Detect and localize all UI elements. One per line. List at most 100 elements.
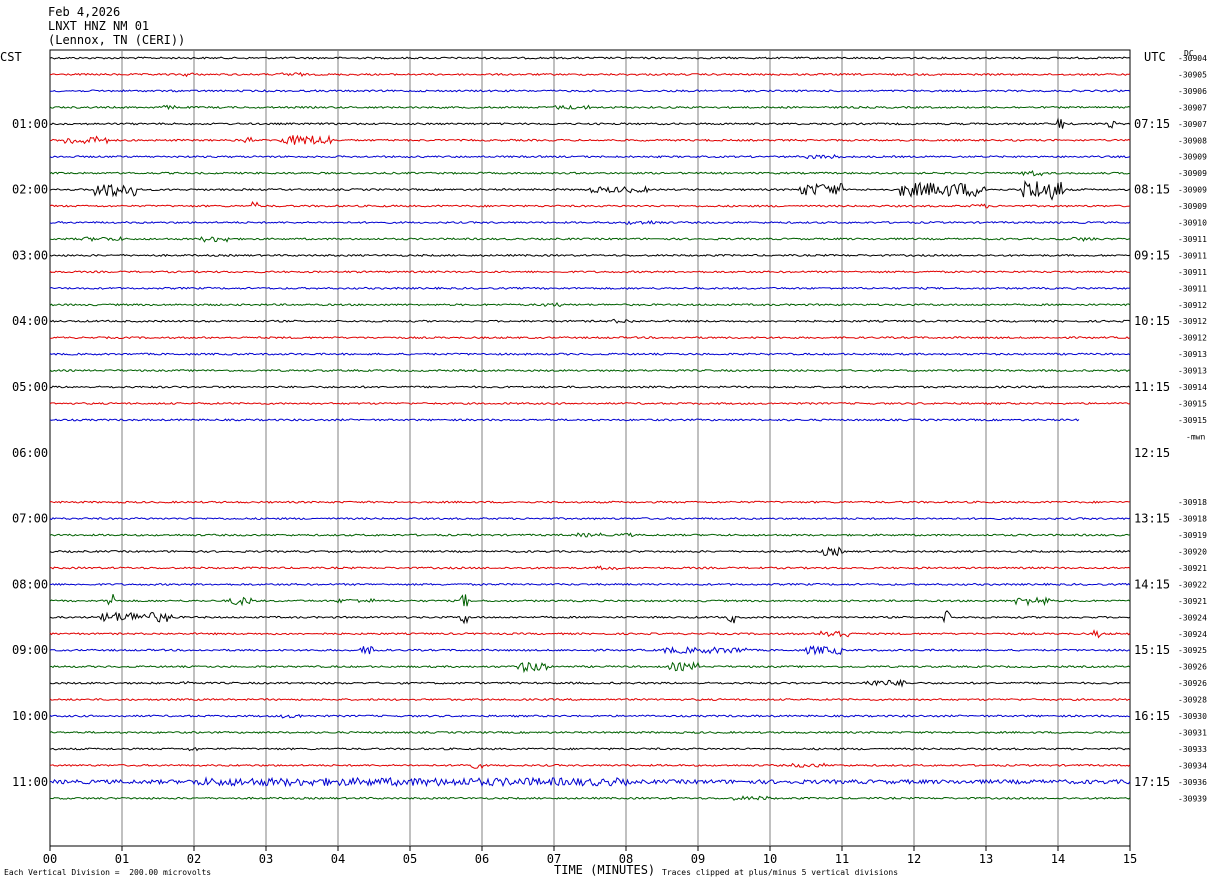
mwn-label: -mwn: [1186, 432, 1205, 441]
trace-line: [49, 253, 1131, 257]
plot-frame: [49, 49, 1131, 847]
dc-offset-label: -30939: [1178, 794, 1207, 803]
station-name: LNXT HNZ NM 01: [48, 19, 150, 33]
dc-offset-label: -30904: [1178, 54, 1207, 63]
x-tick-label: 08: [619, 852, 633, 866]
trace-line: [49, 117, 1131, 129]
trace-line: [49, 629, 1131, 639]
trace-line: [49, 385, 1131, 389]
cst-time-label: 07:00: [12, 512, 48, 526]
trace-line: [49, 776, 1131, 788]
trace-line: [49, 270, 1131, 274]
trace-line: [49, 368, 1131, 373]
trace-line: [49, 610, 1131, 625]
trace-line: [49, 660, 1131, 674]
x-tick-label: 12: [907, 852, 921, 866]
x-tick-label: 15: [1123, 852, 1137, 866]
dc-offset-label: -30921: [1178, 597, 1207, 606]
x-tick-label: 00: [43, 852, 57, 866]
dc-offset-label: -30930: [1178, 712, 1207, 721]
dc-offset-label: -30914: [1178, 383, 1207, 392]
dc-offset-label: -30905: [1178, 70, 1207, 79]
x-tick-label: 07: [547, 852, 561, 866]
trace-line: [50, 89, 1131, 93]
trace-line: [49, 71, 1131, 78]
dc-offset-label: -30912: [1178, 334, 1207, 343]
trace-line: [49, 565, 1131, 571]
dc-offset-label: -30931: [1178, 728, 1207, 737]
trace-line: [49, 795, 1131, 801]
utc-time-label: 11:15: [1134, 380, 1170, 394]
trace-line: [49, 730, 1131, 735]
trace-line: [49, 318, 1131, 324]
utc-time-label: 10:15: [1134, 314, 1170, 328]
trace-line: [49, 678, 1131, 688]
trace-line: [49, 762, 1131, 770]
dc-offset-label: -30913: [1178, 367, 1207, 376]
x-tick-label: 03: [259, 852, 273, 866]
cst-time-label: 09:00: [12, 643, 48, 657]
x-tick-label: 10: [763, 852, 777, 866]
trace-line: [49, 747, 1131, 752]
cst-time-label: 05:00: [12, 380, 48, 394]
trace-line: [49, 154, 1131, 160]
dc-offset-label: -30921: [1178, 564, 1207, 573]
dc-offset-label: -30907: [1178, 103, 1207, 112]
x-tick-label: 13: [979, 852, 993, 866]
x-tick-label: 04: [331, 852, 345, 866]
trace-line: [49, 134, 1131, 145]
x-axis-title: TIME (MINUTES): [554, 863, 656, 877]
trace-line: [49, 401, 1131, 405]
dc-offset-label: -30915: [1178, 416, 1207, 425]
trace-line: [49, 698, 1131, 702]
dc-offset-label: -30913: [1178, 350, 1207, 359]
dc-offset-label: -30909: [1178, 153, 1207, 162]
dc-offset-label: -30924: [1178, 630, 1207, 639]
trace-line: [49, 56, 1131, 60]
x-tick-label: 06: [475, 852, 489, 866]
trace-line: [49, 219, 1131, 226]
trace-line: [49, 169, 1131, 177]
dc-offset-label: -30922: [1178, 580, 1207, 589]
cst-time-label: 03:00: [12, 248, 48, 262]
dc-offset-label: -30920: [1178, 548, 1207, 557]
trace-line: [49, 286, 1131, 290]
x-tick-label: 09: [691, 852, 705, 866]
cst-axis-label: CST: [0, 50, 22, 64]
dc-offset-label: -30910: [1178, 219, 1207, 228]
dc-offset-label: -30911: [1178, 235, 1207, 244]
trace-line: [49, 302, 1131, 308]
plot-date: Feb 4,2026: [48, 5, 121, 19]
dc-offset-label: -30907: [1178, 120, 1207, 129]
dc-offset-label: -30906: [1178, 87, 1207, 96]
cst-time-label: 06:00: [12, 446, 48, 460]
utc-time-label: 09:15: [1134, 248, 1170, 262]
station-location: (Lennox, TN (CERI)): [48, 33, 186, 47]
utc-time-label: 16:15: [1134, 709, 1170, 723]
dc-offset-label: -30911: [1178, 284, 1207, 293]
trace-line: [49, 645, 1131, 656]
dc-offset-label: -30934: [1178, 761, 1207, 770]
utc-time-label: 08:15: [1134, 183, 1170, 197]
x-tick-label: 01: [115, 852, 129, 866]
dc-offset-label: -30933: [1178, 745, 1207, 754]
dc-offset-label: -30909: [1178, 202, 1207, 211]
utc-time-label: 14:15: [1134, 577, 1170, 591]
trace-line: [49, 336, 1131, 340]
dc-offset-label: -30912: [1178, 317, 1207, 326]
dc-offset-label: -30918: [1178, 498, 1207, 507]
clip-note: Traces clipped at plus/minus 5 vertical …: [662, 868, 899, 877]
trace-line: [49, 532, 1130, 538]
trace-line: [49, 104, 1131, 111]
trace-line: [49, 500, 1131, 504]
dc-offset-label: -30909: [1178, 186, 1207, 195]
utc-time-label: 17:15: [1134, 775, 1170, 789]
x-tick-label: 11: [835, 852, 849, 866]
trace-line: [49, 582, 1131, 587]
trace-line: [49, 201, 1131, 209]
dc-offset-label: -30926: [1178, 679, 1207, 688]
utc-time-label: 13:15: [1134, 512, 1170, 526]
dc-offset-label: -30936: [1178, 778, 1207, 787]
cst-time-label: 04:00: [12, 314, 48, 328]
